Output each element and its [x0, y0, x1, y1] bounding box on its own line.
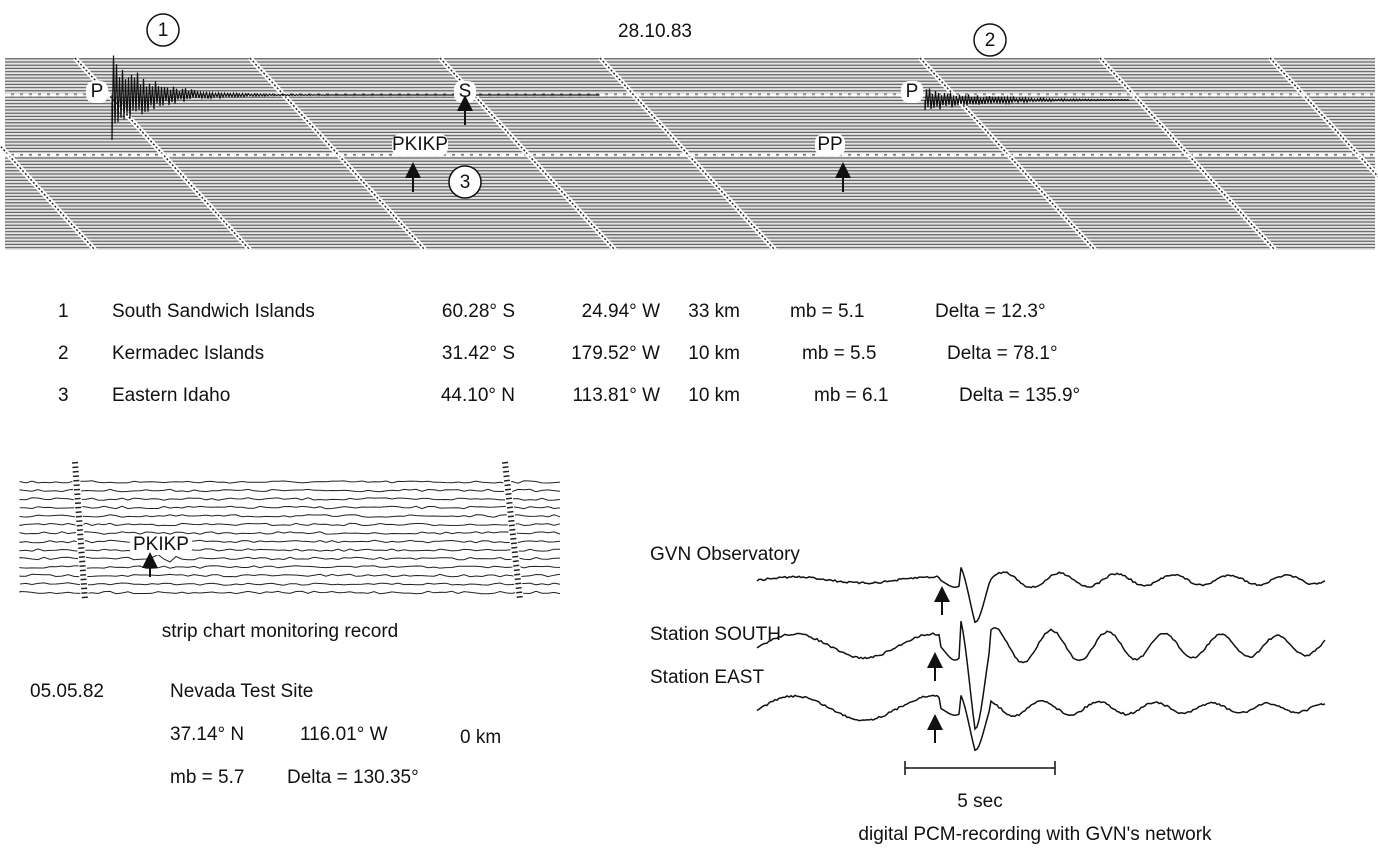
event-table: 1 South Sandwich Islands 60.28° S 24.94° W 3… [58, 301, 1080, 406]
event-number: 1 [158, 20, 169, 41]
event-cell: Delta = 12.3° [935, 301, 1046, 322]
strip-trace [19, 480, 561, 484]
seismogram-record: 1 2 3 P S P PKIKP PP [0, 13, 1378, 252]
event-marker [146, 13, 180, 47]
event-cell: 60.28° S [442, 301, 515, 322]
nevada-delta: Delta = 130.35° [287, 767, 419, 788]
strip-trace [19, 554, 561, 563]
nevada-date: 05.05.82 [30, 681, 104, 702]
nevada-name: Nevada Test Site [170, 681, 313, 702]
time-mark [599, 57, 776, 251]
phase-box [86, 81, 108, 103]
event-cell: Delta = 78.1° [947, 343, 1058, 364]
event-marker [973, 23, 1007, 57]
strip-trace [19, 573, 561, 578]
strip-time-mark [72, 461, 88, 601]
strip-caption: strip chart monitoring record [162, 621, 399, 642]
event-cell: 31.42° S [442, 343, 515, 364]
event-cell: 24.94° W [582, 301, 660, 322]
event-cell: 3 [58, 385, 69, 406]
event-cell: 10 km [688, 385, 740, 406]
event-cell: 10 km [688, 343, 740, 364]
nevada-info: 05.05.82 Nevada Test Site 37.14° N 116.0… [30, 681, 501, 788]
phase-box [815, 134, 845, 156]
strip-trace [19, 488, 561, 493]
phase-box [901, 81, 923, 103]
event-cell: 33 km [688, 301, 740, 322]
pcm-trace [756, 694, 1326, 752]
nevada-mb: mb = 5.7 [170, 767, 244, 788]
phase-box [130, 535, 192, 555]
nevada-lon: 116.01° W [300, 724, 388, 745]
phase-label: PKIKP [392, 134, 448, 155]
event-cell: Kermadec Islands [112, 343, 264, 364]
phase-label: S [459, 81, 472, 102]
event-trace [111, 55, 600, 141]
event-trace [924, 88, 1130, 111]
phase-label: PP [817, 134, 842, 155]
station-label: Station SOUTH [650, 624, 781, 645]
phase-label: P [906, 81, 919, 102]
event-number: 2 [985, 30, 996, 51]
strip-trace [19, 505, 561, 510]
event-cell: 179.52° W [571, 343, 660, 364]
event-cell: mb = 5.5 [802, 343, 876, 364]
phase-label: PKIKP [133, 534, 189, 555]
nevada-depth: 0 km [460, 727, 501, 748]
scale-label: 5 sec [957, 791, 1002, 812]
event-cell: 1 [58, 301, 69, 322]
pcm-trace [756, 567, 1326, 624]
strip-trace [19, 548, 561, 552]
nevada-lat: 37.14° N [170, 724, 244, 745]
strip-trace [19, 539, 561, 544]
strip-trace [19, 590, 561, 595]
strip-trace [19, 497, 561, 501]
phase-label: P [91, 81, 104, 102]
event-cell: mb = 5.1 [790, 301, 864, 322]
pcm-trace [756, 621, 1326, 731]
strip-time-mark [502, 461, 523, 601]
event-cell: 44.10° N [441, 385, 515, 406]
pcm-recording: 5 sec digital PCM-recording with GVN's n… [650, 544, 1326, 845]
strip-trace [19, 565, 561, 569]
station-label: GVN Observatory [650, 544, 800, 565]
event-marker [448, 165, 482, 199]
time-mark [249, 57, 426, 251]
phase-box [392, 134, 448, 156]
event-number: 3 [460, 172, 471, 193]
station-label: Station EAST [650, 667, 764, 688]
strip-trace [19, 522, 561, 527]
strip-trace [19, 582, 561, 586]
event-cell: South Sandwich Islands [112, 301, 315, 322]
event-cell: Delta = 135.9° [959, 385, 1080, 406]
strip-trace [19, 514, 561, 518]
event-cell: 2 [58, 343, 69, 364]
strip-trace [19, 531, 561, 535]
strip-chart: strip chart monitoring record PKIKP [19, 461, 561, 642]
record-date: 28.10.83 [618, 21, 692, 42]
event-cell: mb = 6.1 [814, 385, 888, 406]
event-cell: 113.81° W [572, 385, 660, 406]
event-cell: Eastern Idaho [112, 385, 230, 406]
pcm-caption: digital PCM-recording with GVN's network [858, 824, 1212, 845]
